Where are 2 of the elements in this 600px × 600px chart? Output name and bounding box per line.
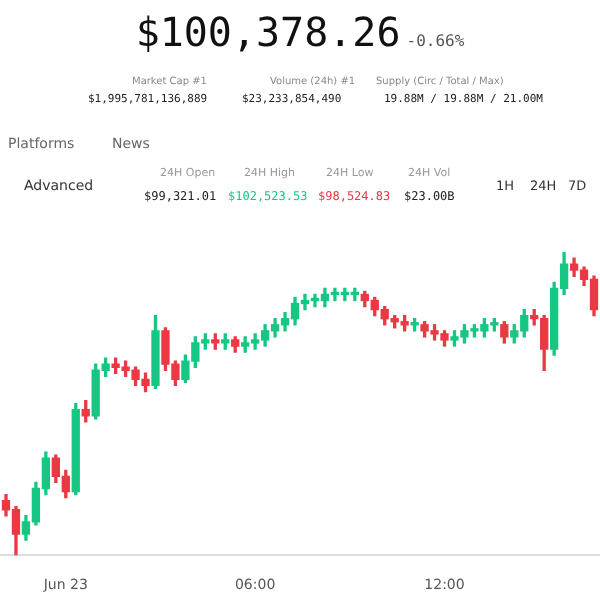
chart-subtitle: -0.66% — [406, 32, 465, 50]
chart-title: $100,378.26 — [135, 8, 401, 56]
